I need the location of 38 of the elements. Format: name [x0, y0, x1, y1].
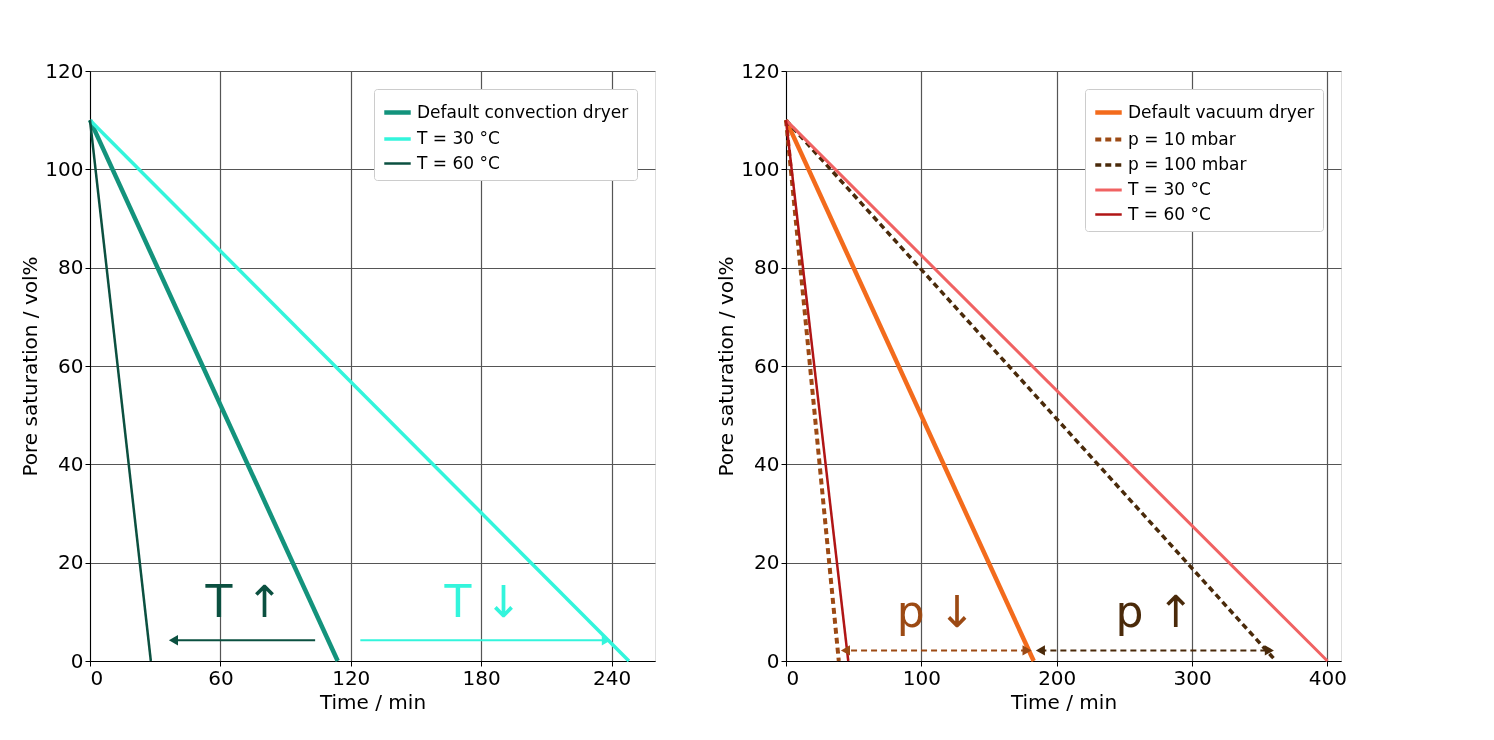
y-tick-label: 0: [766, 648, 780, 673]
y-tick-label: 120: [741, 58, 780, 83]
annotation: p ↑: [1115, 586, 1195, 638]
x-tick-label: 120: [332, 665, 371, 690]
y-tick-label: 80: [58, 255, 84, 280]
legend-label: Default convection dryer: [417, 101, 629, 122]
x-tick-label: 400: [1308, 665, 1348, 690]
y-tick-label: 40: [754, 451, 780, 476]
legend-label: Default vacuum dryer: [1128, 101, 1315, 122]
x-tick-label: 100: [902, 665, 941, 690]
x-axis-title: Time / min: [1009, 689, 1118, 714]
y-tick-label: 0: [70, 648, 84, 673]
legend-label: p = 100 mbar: [1128, 154, 1247, 174]
y-axis-title: Pore saturation / vol%: [714, 256, 739, 477]
y-tick-label: 100: [45, 156, 84, 181]
y-axis-title: Pore saturation / vol%: [18, 256, 43, 477]
legend-label: T = 60 °C: [416, 152, 500, 173]
y-tick-label: 20: [754, 550, 780, 575]
y-tick-label: 80: [754, 255, 780, 280]
y-tick-label: 120: [45, 58, 84, 83]
x-tick-label: 180: [462, 665, 501, 690]
y-tick-label: 40: [58, 451, 84, 476]
y-tick-label: 100: [741, 156, 780, 181]
x-tick-label: 200: [1038, 665, 1077, 690]
x-tick-label: 300: [1173, 665, 1212, 690]
y-tick-label: 60: [754, 353, 780, 378]
x-tick-label: 0: [90, 665, 104, 690]
x-tick-label: 60: [208, 665, 234, 690]
x-axis-title: Time / min: [318, 689, 427, 714]
x-tick-label: 240: [592, 665, 632, 690]
x-tick-label: 0: [786, 665, 800, 690]
legend-label: T = 30 °C: [416, 128, 500, 148]
legend-label: T = 30 °C: [1127, 179, 1211, 199]
y-tick-label: 60: [58, 353, 84, 378]
annotation: T ↓: [443, 576, 523, 628]
legend-label: T = 60 °C: [1127, 203, 1211, 224]
legend-label: p = 10 mbar: [1128, 128, 1236, 149]
y-tick-label: 20: [58, 550, 84, 575]
